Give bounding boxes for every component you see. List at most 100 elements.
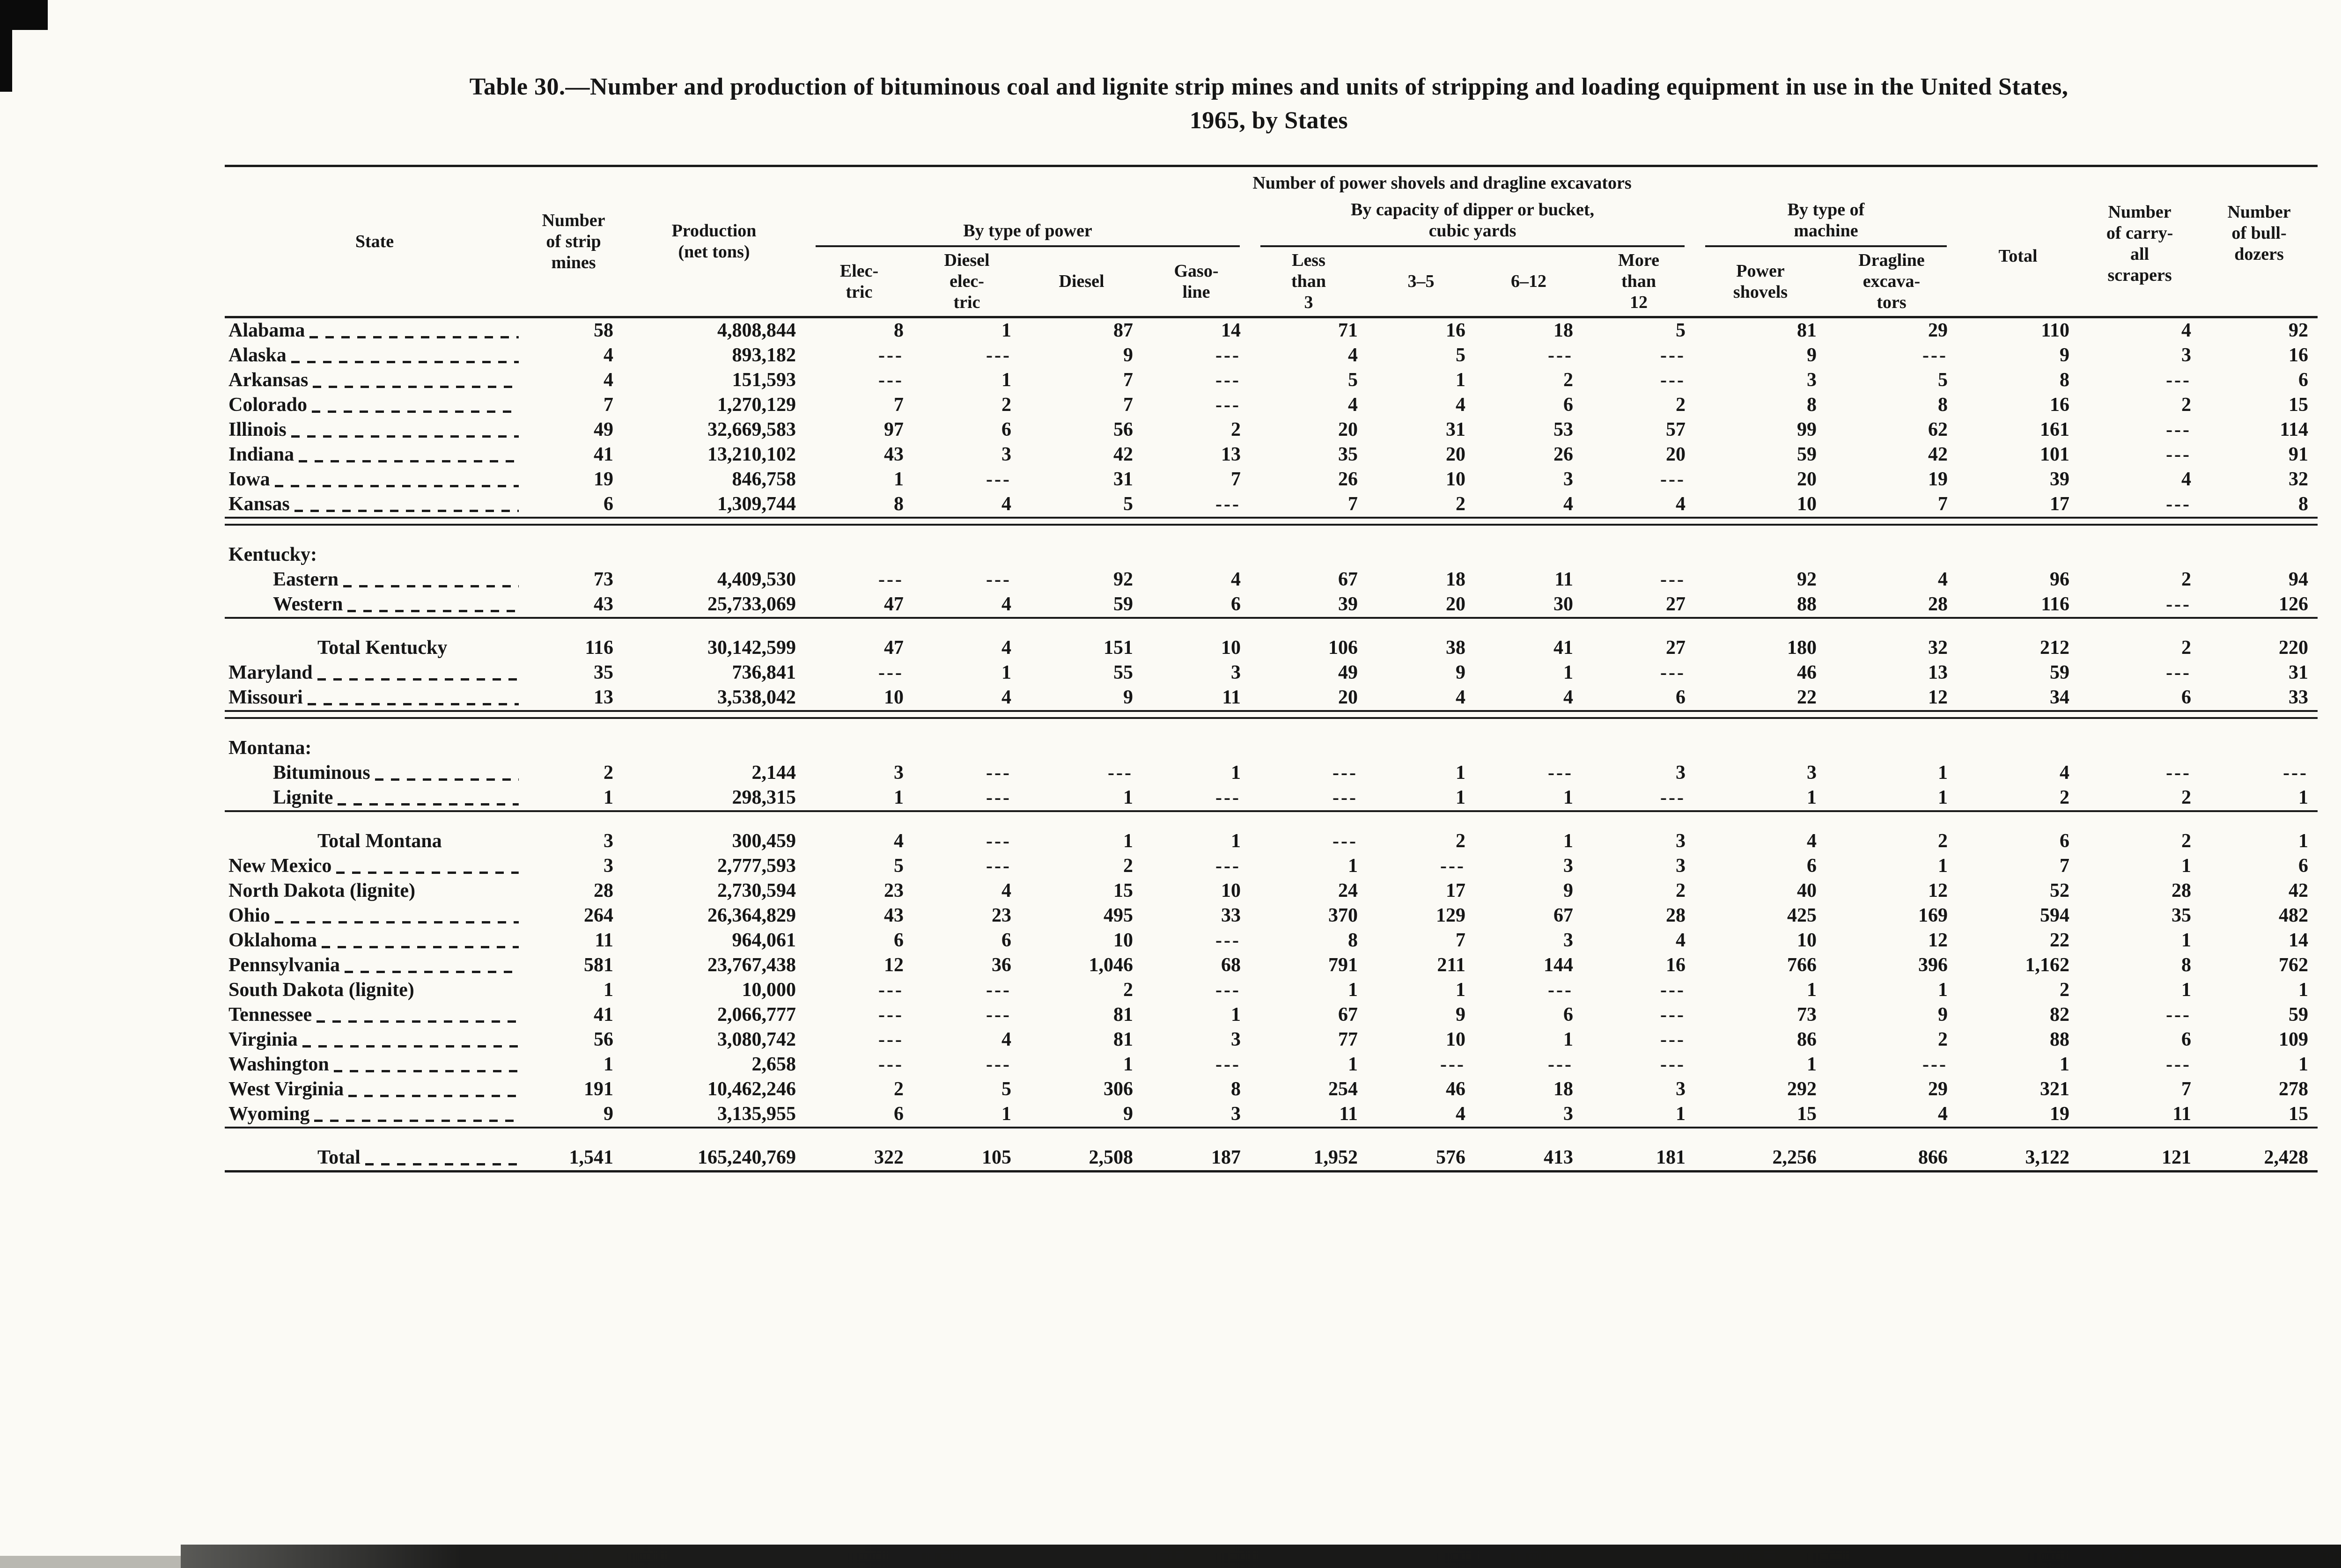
table-cell: 1 xyxy=(2298,787,2309,808)
col-group-by-type-of-machine: By type of machine xyxy=(1695,197,1957,247)
table-cell: 73 xyxy=(594,569,613,590)
table-cell: --- xyxy=(878,662,904,683)
table-cell: 81 xyxy=(1797,320,1817,341)
table-cell: 59 xyxy=(2050,662,2070,683)
table-cell: 1,952 xyxy=(1313,1147,1358,1168)
table-cell: 71 xyxy=(1338,320,1358,341)
table-cell: --- xyxy=(1332,762,1358,784)
table-cell: 165,240,769 xyxy=(698,1147,796,1168)
table-cell: 43 xyxy=(884,905,904,926)
table-cell: --- xyxy=(1660,344,1686,366)
row-label-text: Tennessee xyxy=(228,1004,312,1026)
table-cell: 19 xyxy=(1928,469,1948,490)
table-cell: 3 xyxy=(1231,1029,1241,1050)
table-cell: 1 xyxy=(2181,855,2192,877)
table-cell: --- xyxy=(1660,979,1686,1001)
table-cell: 3 xyxy=(1676,855,1686,877)
table-cell: 4 xyxy=(1231,569,1241,590)
table-cell: --- xyxy=(1215,369,1241,391)
col-group-by-capacity: By capacity of dipper or bucket, cubic y… xyxy=(1250,197,1695,247)
table-cell: 2 xyxy=(1676,394,1686,416)
table-cell: 105 xyxy=(982,1147,1011,1168)
table-cell: 1 xyxy=(1231,1004,1241,1026)
table-cell: 116 xyxy=(585,637,613,659)
table-cell xyxy=(1475,736,1583,761)
double-rule xyxy=(225,517,2318,526)
table-cell: 3 xyxy=(1231,662,1241,683)
table-cell: 2 xyxy=(1563,369,1573,391)
row-label: Western xyxy=(225,592,524,618)
table-cell: 4,409,530 xyxy=(717,569,796,590)
table-cell: 4 xyxy=(1938,569,1948,590)
table-cell: 46 xyxy=(1797,662,1817,683)
single-rule xyxy=(225,617,2318,636)
table-row-kansas: Kansas 6 1,309,744 8 4 5 --- 7 2 4 4 10 7 17 --- 8 xyxy=(225,492,2318,518)
table-cell: 151 xyxy=(1104,637,1133,659)
table-cell: --- xyxy=(1660,1004,1686,1026)
table-cell: 67 xyxy=(1338,569,1358,590)
table-cell: 7 xyxy=(1123,394,1133,416)
table-cell: 1 xyxy=(894,469,904,490)
table-cell: 264 xyxy=(584,905,613,926)
table-row-tennessee: Tennessee 41 2,066,777 --- --- 81 1 67 9 6 --- 73 9 8… xyxy=(225,1003,2318,1027)
table-cell: 396 xyxy=(1918,954,1948,976)
row-label: Lignite xyxy=(225,785,524,811)
table-cell: 4,808,844 xyxy=(717,320,796,341)
table-cell: 12 xyxy=(1928,930,1948,951)
table-cell: 1 xyxy=(2298,830,2309,852)
table-cell: 11 xyxy=(1222,687,1241,708)
table-row-lignite: Lignite 1 298,315 1 --- 1 --- --- 1 1 --- 1 1 2 2 1 xyxy=(225,785,2318,811)
table-cell: --- xyxy=(1548,979,1573,1001)
table-cell: 1 xyxy=(1456,369,1465,391)
table-cell: 16 xyxy=(2289,344,2309,366)
table-cell: 28 xyxy=(2172,880,2192,901)
table-cell: 1 xyxy=(2181,930,2192,951)
table-cell xyxy=(1142,736,1250,761)
table-cell: --- xyxy=(1108,762,1133,784)
table-cell: --- xyxy=(1660,1029,1686,1050)
table-cell: 18 xyxy=(1553,1078,1573,1100)
table-cell: 33 xyxy=(1221,905,1241,926)
table-cell: 6 xyxy=(1001,419,1011,440)
table-cell: 96 xyxy=(2050,569,2070,590)
table-cell: 211 xyxy=(1437,954,1465,976)
table-cell: 5 xyxy=(1001,1078,1011,1100)
table-cell: 846,758 xyxy=(732,469,796,490)
col-header-total: Total xyxy=(1998,246,2038,266)
dash-leader xyxy=(312,407,519,413)
table-cell: --- xyxy=(1922,344,1948,366)
table-cell: 1 xyxy=(1676,1103,1686,1125)
table-cell: --- xyxy=(1215,493,1241,515)
table-cell: --- xyxy=(2166,444,2192,465)
table-cell: 9 xyxy=(1563,880,1573,901)
table-cell: 2 xyxy=(604,762,613,784)
row-label: Eastern xyxy=(225,567,524,592)
table-cell: 7 xyxy=(894,394,904,416)
table-cell xyxy=(805,736,913,761)
table-cell: 5 xyxy=(1348,369,1358,391)
table-cell: 1,046 xyxy=(1089,954,1134,976)
table-cell xyxy=(1957,542,2079,567)
table-row-arkansas: Arkansas 4 151,593 --- 1 7 --- 5 1 2 --- 3 5 8 --- 6 xyxy=(225,368,2318,393)
dash-leader xyxy=(309,333,519,338)
row-label: Kansas xyxy=(225,492,524,518)
table-row-western: Western 43 25,733,069 47 4 59 6 39 20 30 27 88 28 116… xyxy=(225,592,2318,618)
table-cell: 41 xyxy=(594,444,613,465)
table-row-virginia: Virginia 56 3,080,742 --- 4 81 3 77 10 1 --- 86 2 88 6… xyxy=(225,1027,2318,1052)
table-cell: 6 xyxy=(2298,369,2309,391)
row-label-text: Lignite xyxy=(273,787,333,808)
table-cell: 29 xyxy=(1928,320,1948,341)
table-cell: 4 xyxy=(1456,1103,1465,1125)
row-label-text: Arkansas xyxy=(228,369,309,391)
table-cell: 7 xyxy=(604,394,613,416)
table-cell: 110 xyxy=(2041,320,2070,341)
table-cell: 866 xyxy=(1918,1147,1948,1168)
table-cell xyxy=(623,542,805,567)
table-cell: 87 xyxy=(1113,320,1133,341)
table-cell: 13 xyxy=(594,687,613,708)
table-cell: 1 xyxy=(894,787,904,808)
table-cell: 14 xyxy=(1221,320,1241,341)
table-cell: 17 xyxy=(2050,493,2070,515)
table-cell: 736,841 xyxy=(732,662,796,683)
table-cell: 12 xyxy=(1928,880,1948,901)
